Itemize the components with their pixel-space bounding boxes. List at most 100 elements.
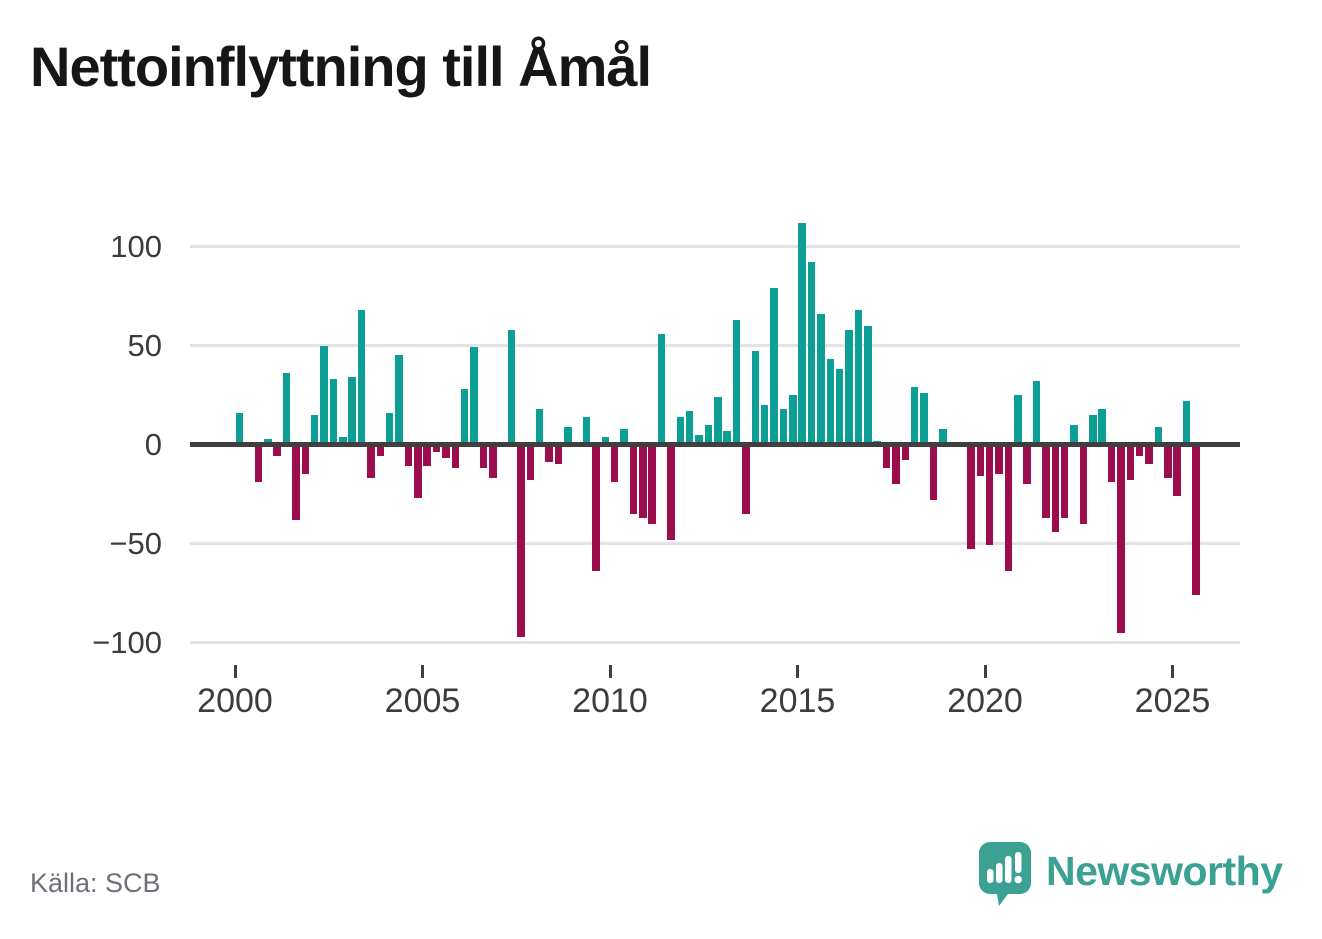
bar-2009-Q4: [601, 436, 610, 445]
bar-2012-Q3: [704, 424, 713, 445]
bar-2006-Q2: [470, 347, 478, 445]
bar-2001-Q3: [292, 444, 300, 520]
y-tick-label-0: 0: [144, 426, 162, 462]
bar-2000-Q3: [254, 444, 263, 483]
chart-title: Nettoinflyttning till Åmål: [30, 35, 652, 98]
bar-2012-Q1: [685, 410, 694, 445]
brand-name: Newsworthy: [1046, 847, 1283, 894]
bar-2016-Q3: [854, 309, 863, 445]
bar-2000-Q1: [235, 412, 244, 445]
bar-2021-Q1: [1023, 444, 1031, 485]
y-tick-label--100: −100: [92, 624, 162, 660]
bar-2007-Q3: [517, 444, 525, 637]
bar-2011-Q1: [648, 444, 656, 524]
x-tick-2015: [796, 665, 799, 678]
bar-2017-Q4: [901, 444, 910, 461]
bar-2010-Q1: [610, 444, 619, 483]
bar-2022-Q2: [1070, 424, 1078, 445]
bar-2022-Q1: [1060, 444, 1069, 518]
bar-2011-Q3: [667, 444, 675, 540]
bar-2014-Q3: [779, 408, 788, 445]
bar-2018-Q2: [920, 393, 928, 445]
bar-2020-Q3: [1004, 444, 1013, 572]
bar-2020-Q1: [985, 444, 994, 546]
bar-2022-Q4: [1089, 414, 1097, 445]
bar-2008-Q1: [535, 408, 544, 445]
bar-2013-Q3: [742, 444, 750, 514]
bar-2025-Q3: [1192, 444, 1200, 595]
bar-2014-Q4: [789, 395, 797, 445]
bar-2016-Q4: [864, 325, 872, 445]
bar-2015-Q2: [807, 262, 816, 445]
gridline-y--50: [190, 542, 1240, 545]
bar-2016-Q2: [845, 329, 853, 445]
zero-axis-line: [190, 442, 1240, 447]
bar-2006-Q1: [460, 389, 469, 445]
bar-2005-Q2: [432, 444, 441, 453]
bar-2009-Q2: [582, 416, 591, 445]
bar-2005-Q4: [451, 444, 460, 469]
bar-2002-Q4: [339, 436, 347, 445]
bar-2015-Q3: [817, 313, 825, 445]
y-tick-label-50: 50: [127, 327, 162, 363]
bar-2019-Q4: [976, 444, 985, 477]
brand-footer: Newsworthy: [978, 841, 1283, 907]
bar-2015-Q4: [826, 359, 835, 445]
bar-2023-Q2: [1107, 444, 1116, 483]
bar-2016-Q1: [835, 369, 844, 445]
bar-2024-Q3: [1154, 426, 1163, 445]
bar-2020-Q2: [995, 444, 1003, 475]
bar-2023-Q3: [1117, 444, 1125, 633]
bar-2003-Q4: [376, 444, 385, 457]
bar-2015-Q1: [798, 222, 806, 445]
x-tick-label-2015: 2015: [759, 682, 836, 720]
bar-2025-Q1: [1173, 444, 1181, 496]
x-tick-2020: [983, 665, 987, 678]
bar-2006-Q4: [489, 444, 497, 479]
bar-2024-Q4: [1164, 444, 1172, 479]
bar-2021-Q3: [1042, 444, 1050, 518]
bar-2023-Q4: [1126, 444, 1135, 481]
bar-2017-Q2: [882, 444, 891, 469]
bar-2010-Q3: [629, 444, 638, 514]
bar-2004-Q2: [395, 355, 403, 445]
bar-2004-Q4: [414, 444, 422, 498]
bar-2009-Q3: [592, 444, 600, 572]
bar-2008-Q2: [545, 444, 553, 463]
bar-2021-Q4: [1051, 444, 1060, 532]
bar-2005-Q1: [423, 444, 431, 467]
bar-2014-Q2: [770, 288, 778, 445]
gridline-y--100: [190, 641, 1240, 644]
bar-2020-Q4: [1014, 395, 1022, 445]
bar-2011-Q2: [657, 333, 666, 445]
bar-2018-Q3: [929, 444, 938, 500]
bar-2008-Q4: [564, 426, 572, 445]
bar-2021-Q2: [1032, 381, 1041, 445]
x-tick-label-2000: 2000: [197, 682, 273, 720]
bar-2003-Q2: [357, 309, 366, 445]
bar-2004-Q3: [404, 444, 413, 467]
bar-2018-Q1: [910, 387, 919, 445]
gridline-y-100: [190, 245, 1240, 248]
bar-2003-Q1: [348, 377, 356, 445]
bar-2012-Q2: [695, 434, 703, 445]
bar-2006-Q3: [479, 444, 488, 469]
x-tick-label-2025: 2025: [1134, 682, 1211, 720]
x-tick-label-2020: 2020: [947, 682, 1023, 720]
bar-2007-Q2: [507, 329, 516, 445]
bar-2001-Q1: [273, 444, 281, 457]
bar-2022-Q3: [1079, 444, 1088, 524]
bar-2010-Q4: [639, 444, 647, 518]
bar-2013-Q4: [751, 351, 760, 445]
x-tick-2000: [233, 665, 237, 678]
bar-2008-Q3: [554, 444, 563, 465]
bar-2004-Q1: [385, 412, 394, 445]
bar-2007-Q4: [526, 444, 535, 481]
bar-2014-Q1: [760, 404, 769, 445]
bar-2017-Q3: [892, 444, 900, 485]
bar-2019-Q3: [967, 444, 975, 550]
x-tick-2025: [1171, 665, 1174, 678]
bar-2010-Q2: [620, 428, 628, 445]
